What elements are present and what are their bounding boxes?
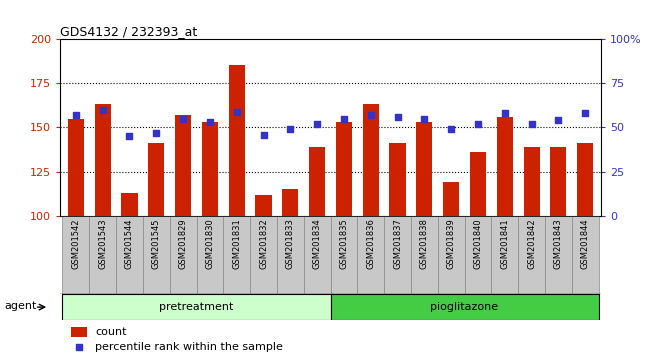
Text: GSM201542: GSM201542 [72, 218, 81, 269]
Text: agent: agent [5, 301, 37, 311]
Bar [389, 143, 406, 216]
Point [151, 130, 161, 136]
Bar [255, 195, 272, 216]
Point [473, 121, 483, 127]
Bar [304, 216, 330, 294]
Bar [551, 147, 566, 216]
Text: GSM201835: GSM201835 [339, 218, 348, 269]
Bar [143, 216, 170, 294]
Bar [89, 216, 116, 294]
Bar [71, 327, 87, 337]
Text: GSM201842: GSM201842 [527, 218, 536, 269]
Bar [148, 143, 164, 216]
Bar [95, 104, 110, 216]
Point [73, 344, 84, 349]
Text: GDS4132 / 232393_at: GDS4132 / 232393_at [60, 25, 197, 38]
Bar [196, 216, 224, 294]
Bar [282, 189, 298, 216]
Point [258, 132, 268, 137]
Text: GSM201841: GSM201841 [500, 218, 509, 269]
Point [285, 126, 296, 132]
Bar [170, 216, 196, 294]
Bar [224, 216, 250, 294]
Bar [358, 216, 384, 294]
Bar [497, 117, 513, 216]
Bar [470, 152, 486, 216]
Text: GSM201843: GSM201843 [554, 218, 563, 269]
Text: GSM201829: GSM201829 [179, 218, 188, 269]
Text: GSM201831: GSM201831 [232, 218, 241, 269]
Bar [437, 216, 465, 294]
Bar [572, 216, 599, 294]
Text: GSM201837: GSM201837 [393, 218, 402, 269]
Point [365, 112, 376, 118]
Bar [577, 143, 593, 216]
Bar [443, 182, 459, 216]
Point [500, 110, 510, 116]
Text: GSM201830: GSM201830 [205, 218, 214, 269]
Point [178, 116, 188, 121]
Bar [309, 147, 325, 216]
Bar [416, 122, 432, 216]
Point [339, 116, 349, 121]
Bar [523, 147, 540, 216]
Point [526, 121, 537, 127]
Bar [491, 216, 518, 294]
Text: percentile rank within the sample: percentile rank within the sample [95, 342, 283, 352]
Text: GSM201834: GSM201834 [313, 218, 322, 269]
Text: count: count [95, 327, 127, 337]
Text: GSM201838: GSM201838 [420, 218, 429, 269]
Bar [116, 216, 143, 294]
Text: GSM201836: GSM201836 [366, 218, 375, 269]
Bar [277, 216, 304, 294]
Bar [202, 122, 218, 216]
Point [124, 133, 135, 139]
Point [231, 109, 242, 114]
Bar [250, 216, 277, 294]
Bar [62, 294, 331, 320]
Point [393, 114, 403, 120]
Text: GSM201544: GSM201544 [125, 218, 134, 269]
Bar [122, 193, 138, 216]
Bar [68, 119, 84, 216]
Point [580, 110, 590, 116]
Bar [330, 294, 599, 320]
Text: GSM201545: GSM201545 [152, 218, 161, 269]
Text: pioglitazone: pioglitazone [430, 302, 499, 312]
Point [205, 119, 215, 125]
Bar [465, 216, 491, 294]
Text: GSM201839: GSM201839 [447, 218, 456, 269]
Point [553, 118, 564, 123]
Bar [175, 115, 191, 216]
Bar [62, 216, 89, 294]
Bar [363, 104, 379, 216]
Bar [545, 216, 572, 294]
Text: pretreatment: pretreatment [159, 302, 234, 312]
Bar [330, 216, 358, 294]
Point [98, 107, 108, 113]
Bar [384, 216, 411, 294]
Text: GSM201543: GSM201543 [98, 218, 107, 269]
Bar [518, 216, 545, 294]
Bar [336, 122, 352, 216]
Text: GSM201844: GSM201844 [580, 218, 590, 269]
Bar [229, 65, 245, 216]
Point [312, 121, 322, 127]
Point [446, 126, 456, 132]
Text: GSM201832: GSM201832 [259, 218, 268, 269]
Text: GSM201833: GSM201833 [286, 218, 295, 269]
Point [71, 112, 81, 118]
Text: GSM201840: GSM201840 [473, 218, 482, 269]
Bar [411, 216, 437, 294]
Point [419, 116, 430, 121]
